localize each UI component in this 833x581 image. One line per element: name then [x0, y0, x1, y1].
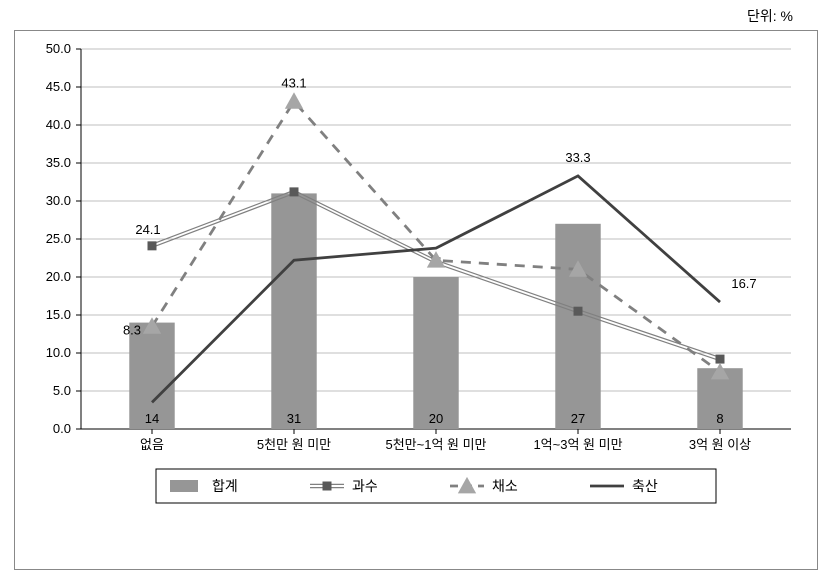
unit-label: 단위: %: [747, 6, 793, 26]
svg-text:31: 31: [287, 411, 301, 426]
svg-text:없음: 없음: [140, 437, 164, 452]
svg-text:5.0: 5.0: [53, 383, 71, 398]
svg-text:20: 20: [429, 411, 443, 426]
svg-text:25.0: 25.0: [46, 231, 71, 246]
svg-text:8.3: 8.3: [123, 322, 141, 337]
svg-text:과수: 과수: [352, 478, 378, 494]
svg-text:합계: 합계: [212, 478, 238, 494]
svg-text:5천만~1억 원 미만: 5천만~1억 원 미만: [385, 437, 486, 452]
svg-text:50.0: 50.0: [46, 41, 71, 56]
svg-text:16.7: 16.7: [731, 276, 756, 291]
chart-container: 0.0 5.0 10.0 15.0 20.0 25.0 30.0 35.0 40.0 45.0 50…: [14, 30, 818, 570]
svg-text:1억~3억 원 미만: 1억~3억 원 미만: [533, 437, 622, 452]
chart-svg: 0.0 5.0 10.0 15.0 20.0 25.0 30.0 35.0 40.0 45.0 50…: [15, 31, 817, 569]
svg-text:0.0: 0.0: [53, 421, 71, 436]
svg-text:5천만 원 미만: 5천만 원 미만: [257, 437, 331, 452]
svg-text:14: 14: [145, 411, 159, 426]
svg-text:8: 8: [716, 411, 723, 426]
svg-text:43.1: 43.1: [281, 75, 306, 90]
svg-text:10.0: 10.0: [46, 345, 71, 360]
svg-text:채소: 채소: [492, 478, 518, 494]
svg-text:30.0: 30.0: [46, 193, 71, 208]
svg-text:35.0: 35.0: [46, 155, 71, 170]
svg-text:27: 27: [571, 411, 585, 426]
svg-text:3억 원 이상: 3억 원 이상: [689, 437, 751, 452]
svg-text:축산: 축산: [632, 478, 658, 494]
svg-text:45.0: 45.0: [46, 79, 71, 94]
svg-text:33.3: 33.3: [565, 150, 590, 165]
svg-text:20.0: 20.0: [46, 269, 71, 284]
svg-text:40.0: 40.0: [46, 117, 71, 132]
svg-text:24.1: 24.1: [135, 222, 160, 237]
svg-text:15.0: 15.0: [46, 307, 71, 322]
